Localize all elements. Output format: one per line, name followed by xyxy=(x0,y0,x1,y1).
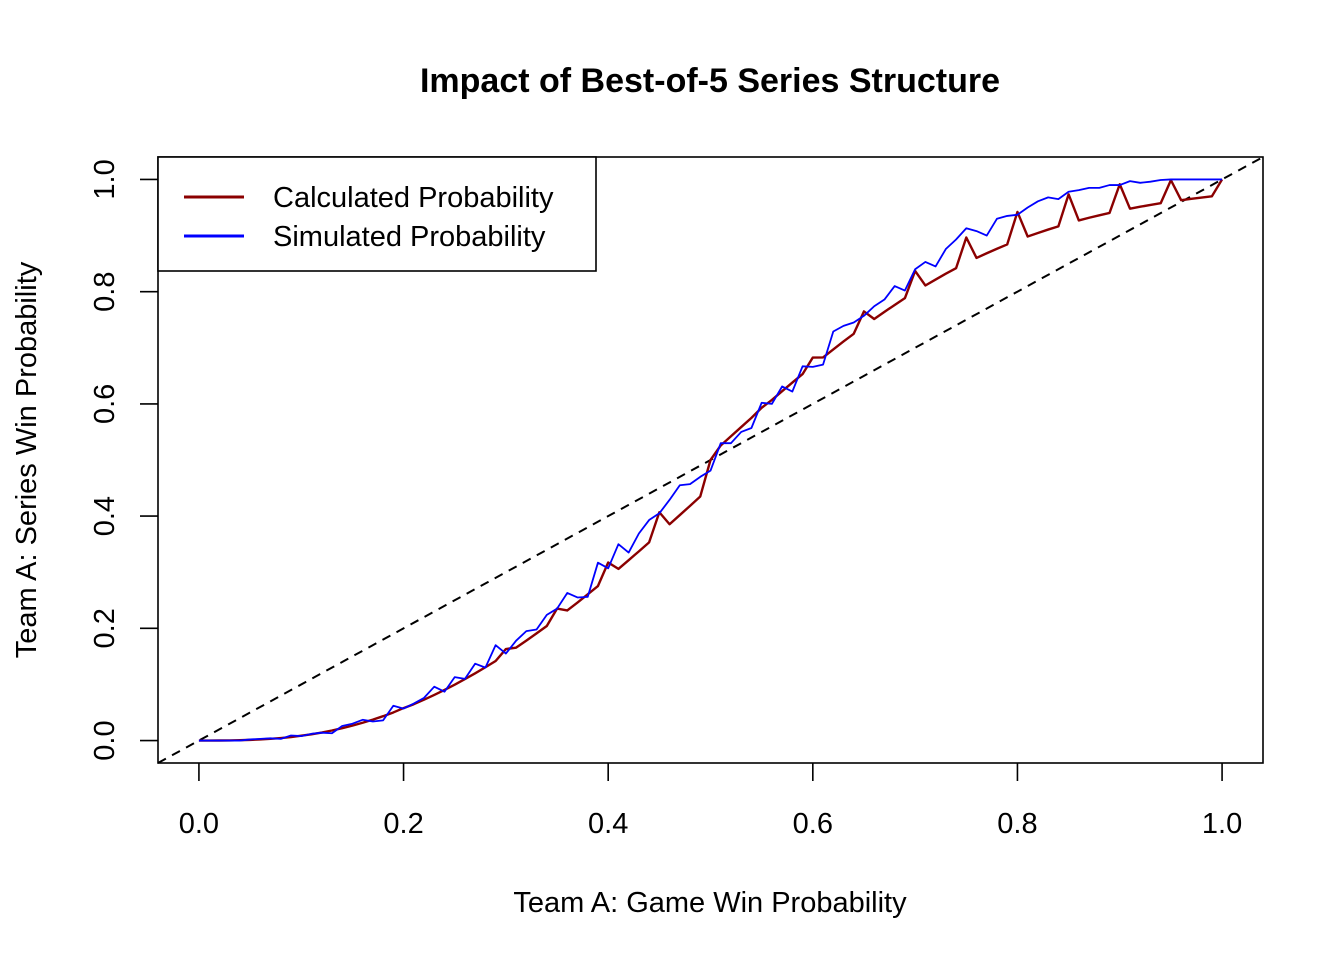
x-tick-label: 0.0 xyxy=(179,808,219,840)
x-tick-label: 0.2 xyxy=(383,808,423,840)
chart-title: Impact of Best-of-5 Series Structure xyxy=(420,62,1000,100)
y-tick-label: 0.2 xyxy=(89,608,121,648)
x-tick-label: 0.4 xyxy=(588,808,628,840)
x-tick-label: 1.0 xyxy=(1202,808,1242,840)
legend-label-simulated: Simulated Probability xyxy=(273,221,546,253)
legend-box xyxy=(157,156,597,272)
y-axis-title: Team A: Series Win Probability xyxy=(11,261,43,658)
series-line-simulated xyxy=(198,178,1223,742)
y-tick-label: 1.0 xyxy=(89,159,121,199)
y-tick-label: 0.0 xyxy=(89,720,121,760)
y-tick-label: 0.4 xyxy=(89,496,121,536)
x-axis: 0.0 0.2 0.4 0.6 0.8 1.0 xyxy=(179,763,1242,840)
plot-frame xyxy=(157,156,1264,764)
x-tick-label: 0.6 xyxy=(793,808,833,840)
y-tick-label: 0.6 xyxy=(89,384,121,424)
legend: Calculated Probability Simulated Probabi… xyxy=(157,156,597,272)
x-axis-title: Team A: Game Win Probability xyxy=(513,887,907,919)
plot-area xyxy=(157,156,1264,764)
y-tick-label: 0.8 xyxy=(89,272,121,312)
y-axis: 0.0 0.2 0.4 0.6 0.8 1.0 xyxy=(89,159,158,761)
legend-label-calculated: Calculated Probability xyxy=(273,182,554,214)
x-tick-label: 0.8 xyxy=(997,808,1037,840)
